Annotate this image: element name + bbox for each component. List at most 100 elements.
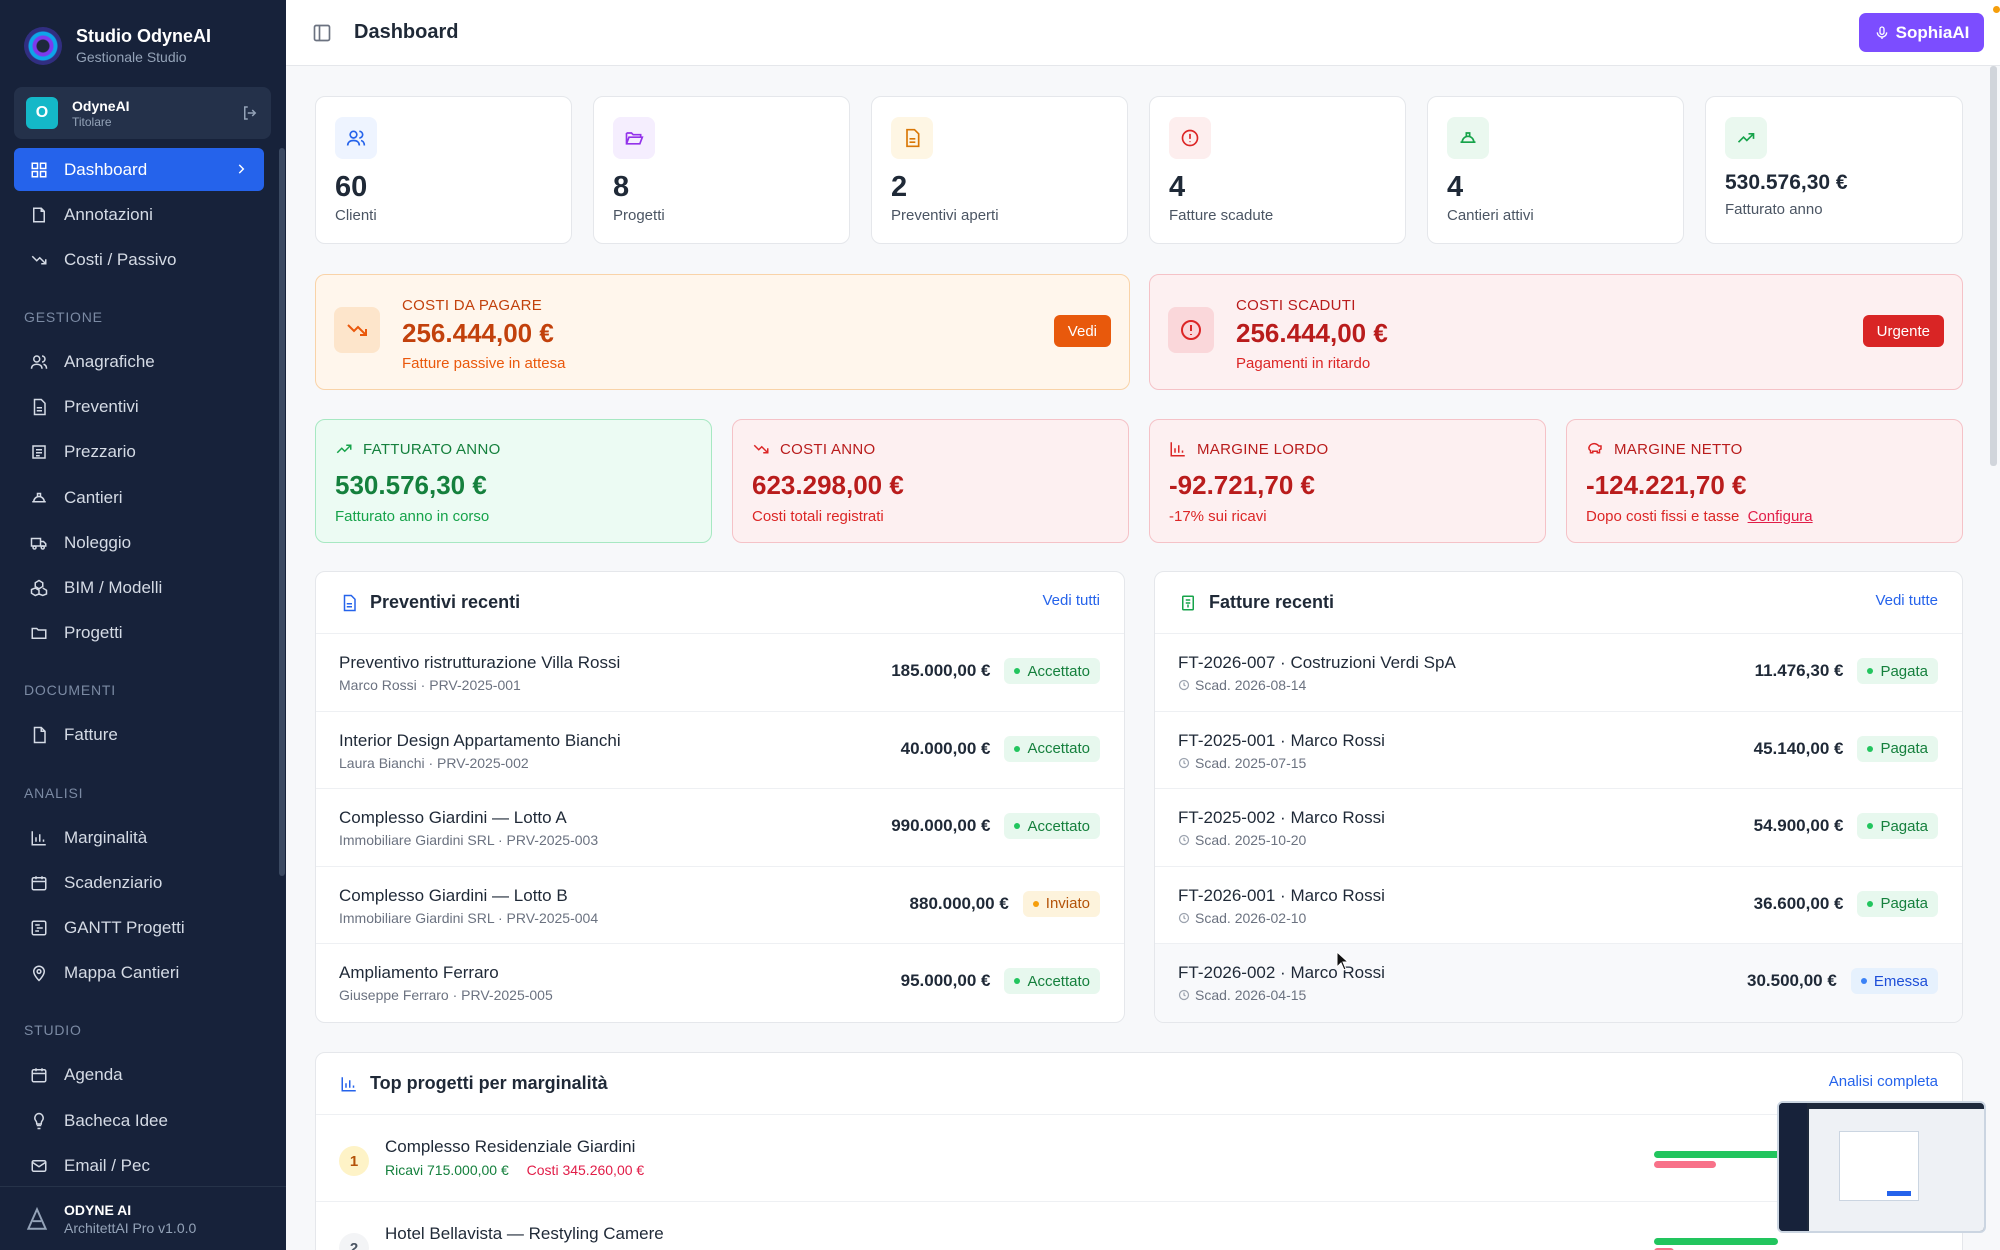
logout-icon[interactable] [241, 104, 259, 122]
stat-card-fatturato-anno[interactable]: 530.576,30 € Fatturato anno [1705, 96, 1963, 244]
analisi-completa-link[interactable]: Analisi completa [1828, 1073, 1938, 1090]
status-label: Inviato [1045, 895, 1090, 912]
sidebar-item-gantt-progetti[interactable]: GANTT Progetti [14, 906, 264, 949]
list-item[interactable]: FT-2025-001 · Marco Rossi Scad. 2025-07-… [1155, 712, 1962, 789]
stat-card-cantieri-attivi[interactable]: 4 Cantieri attivi [1427, 96, 1684, 244]
kpi-value: -92.721,70 € [1169, 470, 1316, 500]
sidebar-item-label: Costi / Passivo [64, 249, 177, 269]
alert-costi-da-pagare: COSTI DA PAGARE 256.444,00 € Fatture pas… [315, 274, 1130, 390]
sidebar-item-costi-passivo[interactable]: Costi / Passivo [14, 238, 264, 281]
sidebar-item-bacheca-idee[interactable]: Bacheca Idee [14, 1099, 264, 1142]
brand[interactable]: Studio OdyneAI Gestionale Studio [24, 26, 211, 65]
configura-link[interactable]: Configura [1747, 508, 1813, 525]
sidebar-item-marginalita[interactable]: Marginalità [14, 816, 264, 859]
sidebar-item-agenda[interactable]: Agenda [14, 1054, 264, 1097]
sidebar-item-cantieri[interactable]: Cantieri [14, 476, 264, 519]
sophia-ai-button[interactable]: SophiaAI [1859, 13, 1984, 52]
costi-bar [1654, 1161, 1716, 1168]
kpi-subtitle-text: Dopo costi fissi e tasse [1586, 508, 1740, 525]
sidebar-item-email-pec[interactable]: Email / Pec [14, 1144, 264, 1187]
alert-icon-box [1168, 307, 1214, 353]
status-label: Pagata [1880, 662, 1928, 680]
list-item[interactable]: Complesso Giardini — Lotto A Immobiliare… [316, 789, 1124, 867]
screen-preview-thumbnail[interactable] [1777, 1101, 1986, 1233]
vedi-tutti-link[interactable]: Vedi tutti [1042, 592, 1100, 609]
sidebar-item-noleggio[interactable]: Noleggio [14, 521, 264, 564]
stat-icon-box [1447, 117, 1489, 159]
row-amount: 36.600,00 € [1753, 893, 1844, 913]
panel-header: Top progetti per marginalità Analisi com… [316, 1053, 1962, 1115]
footer-title: ODYNE AI [64, 1201, 132, 1218]
list-item[interactable]: Interior Design Appartamento Bianchi Lau… [316, 712, 1124, 789]
list-item[interactable]: FT-2025-002 · Marco Rossi Scad. 2025-10-… [1155, 789, 1962, 867]
status-label: Accettato [1027, 817, 1090, 835]
kpi-header: MARGINE NETTO [1586, 440, 1743, 458]
list-item[interactable]: Ampliamento Ferraro Giuseppe Ferraro · P… [316, 944, 1124, 1022]
sidebar-item-anagrafiche[interactable]: Anagrafiche [14, 341, 264, 384]
row-title: FT-2025-002 · Marco Rossi [1178, 808, 1385, 827]
project-row[interactable]: 1 Complesso Residenziale Giardini Ricavi… [316, 1115, 1962, 1202]
nav-section-documenti: DOCUMENTI [24, 682, 116, 699]
sidebar-item-progetti[interactable]: Progetti [14, 612, 264, 655]
sidebar-item-label: Prezzario [64, 442, 136, 462]
due-date: Scad. 2025-10-20 [1195, 832, 1307, 848]
sidebar-item-mappa-cantieri[interactable]: Mappa Cantieri [14, 952, 264, 995]
trending-up-icon [336, 444, 352, 454]
trending-down-icon [31, 255, 47, 265]
vedi-button[interactable]: Vedi [1053, 315, 1111, 347]
microphone-icon [1876, 25, 1887, 39]
clock-icon [1178, 912, 1190, 923]
list-item[interactable]: FT-2026-001 · Marco Rossi Scad. 2026-02-… [1155, 867, 1962, 944]
panel-header: Preventivi recenti Vedi tutti [316, 572, 1124, 634]
list-item[interactable]: FT-2026-002 · Marco Rossi Scad. 2026-04-… [1155, 944, 1962, 1022]
stat-icon-box [1169, 117, 1211, 159]
calendar-icon [31, 1068, 47, 1083]
vedi-tutte-link[interactable]: Vedi tutte [1875, 592, 1938, 609]
sidebar-item-annotazioni[interactable]: Annotazioni [14, 193, 264, 236]
bulb-icon [34, 1112, 44, 1129]
row-subtitle: Scad. 2025-07-15 [1178, 755, 1306, 771]
stat-label: Cantieri attivi [1447, 207, 1534, 224]
document-icon [906, 128, 920, 148]
list-item[interactable]: Preventivo ristrutturazione Villa Rossi … [316, 634, 1124, 712]
kpi-label: MARGINE NETTO [1614, 440, 1743, 458]
kpi-subtitle: Costi totali registrati [752, 508, 884, 525]
status-badge: Pagata [1857, 890, 1938, 917]
list-item[interactable]: Complesso Giardini — Lotto B Immobiliare… [316, 867, 1124, 944]
stat-label: Fatture scadute [1169, 207, 1274, 224]
nav-section-gestione: GESTIONE [24, 309, 103, 326]
stat-card-preventivi-aperti[interactable]: 2 Preventivi aperti [871, 96, 1128, 244]
status-label: Accettato [1027, 972, 1090, 990]
sidebar-item-bim-modelli[interactable]: BIM / Modelli [14, 567, 264, 610]
gantt-icon [31, 920, 47, 936]
row-subtitle: Scad. 2025-10-20 [1178, 832, 1306, 848]
user-card[interactable]: O OdyneAI Titolare [14, 87, 271, 139]
due-date: Scad. 2026-02-10 [1195, 909, 1307, 926]
row-amount: 95.000,00 € [900, 971, 991, 990]
stat-card-progetti[interactable]: 8 Progetti [593, 96, 850, 244]
stat-card-fatture-scadute[interactable]: 4 Fatture scadute [1149, 96, 1406, 244]
alert-circle-icon [1181, 320, 1201, 340]
sidebar-item-label: BIM / Modelli [64, 578, 163, 597]
row-amount: 30.500,00 € [1747, 971, 1837, 990]
sidebar-item-scadenziario[interactable]: Scadenziario [14, 861, 264, 904]
project-costi: Costi 345.260,00 € [526, 1162, 645, 1178]
helmet-icon [1460, 132, 1476, 143]
sidebar-item-prezzario[interactable]: Prezzario [14, 431, 264, 474]
stat-card-clienti[interactable]: 60 Clienti [315, 96, 572, 244]
main-scrollbar[interactable] [1990, 66, 1997, 466]
sidebar-toggle-icon[interactable] [312, 23, 332, 43]
top-progetti-panel: Top progetti per marginalità Analisi com… [315, 1052, 1963, 1250]
kpi-costi-anno: COSTI ANNO 623.298,00 € Costi totali reg… [732, 419, 1129, 543]
sidebar-item-fatture[interactable]: Fatture [14, 714, 264, 757]
list-item[interactable]: FT-2026-007 · Costruzioni Verdi SpA Scad… [1155, 634, 1962, 712]
row-title: FT-2026-002 · Marco Rossi [1178, 963, 1385, 982]
urgente-button[interactable]: Urgente [1862, 315, 1944, 347]
sidebar-scrollbar[interactable] [279, 148, 285, 876]
kpi-header: MARGINE LORDO [1169, 440, 1328, 458]
project-row[interactable]: 2 Hotel Bellavista — Restyling Camere [316, 1202, 1962, 1250]
sidebar-item-dashboard[interactable]: Dashboard [14, 148, 264, 191]
stat-value: 8 [613, 171, 630, 203]
sidebar-nav: Dashboard Annotazioni Costi / Passivo GE… [14, 148, 264, 1189]
sidebar-item-preventivi[interactable]: Preventivi [14, 386, 264, 429]
